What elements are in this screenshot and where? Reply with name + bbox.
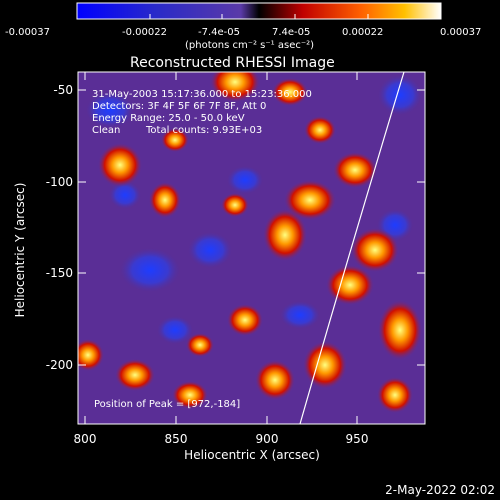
colorbar-tick-4: 7.4e-05 [272, 27, 310, 38]
y-axis-label: Heliocentric Y (arcsec) [13, 183, 27, 318]
x-axis-label: Heliocentric X (arcsec) [184, 448, 320, 462]
solar-limb-curve [299, 72, 405, 424]
colorbar [76, 2, 442, 20]
info-energy-range: Energy Range: 25.0 - 50.0 keV [92, 113, 245, 124]
plot-frame [77, 71, 426, 425]
colorbar-tick-3: -7.4e-05 [198, 27, 240, 38]
y-tick-minus200: -200 [46, 358, 73, 372]
y-tick-minus100: -100 [46, 175, 73, 189]
colorbar-tick-marks [76, 14, 442, 19]
y-tick-minus150: -150 [46, 266, 73, 280]
peak-position: Position of Peak = [972,-184] [94, 399, 240, 410]
colorbar-tick-6: 0.00037 [440, 27, 481, 38]
info-time-range: 31-May-2003 15:17:36.000 to 15:23:36.000 [92, 89, 312, 100]
x-tick-800: 800 [74, 432, 97, 446]
colorbar-tick-1: -0.00037 [5, 27, 50, 38]
colorbar-units: (photons cm⁻² s⁻¹ asec⁻²) [185, 40, 314, 51]
info-detectors: Detectors: 3F 4F 5F 6F 7F 8F, Att 0 [92, 101, 266, 112]
solar-image [78, 72, 425, 424]
x-tick-900: 900 [256, 432, 279, 446]
footer-date: 2-May-2022 02:02 [385, 483, 495, 497]
colorbar-tick-5: 0.00022 [342, 27, 383, 38]
axis-tick-marks [78, 72, 425, 424]
x-tick-850: 850 [165, 432, 188, 446]
info-algorithm: Clean [92, 125, 120, 136]
y-tick-minus50: -50 [53, 83, 73, 97]
x-tick-950: 950 [346, 432, 369, 446]
plot-title: Reconstructed RHESSI Image [130, 55, 335, 71]
info-total-counts: Total counts: 9.93E+03 [145, 125, 262, 136]
colorbar-tick-2: -0.00022 [122, 27, 167, 38]
